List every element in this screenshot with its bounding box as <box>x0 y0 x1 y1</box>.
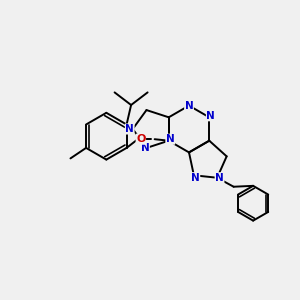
Text: N: N <box>125 124 134 134</box>
Text: N: N <box>141 143 149 153</box>
Text: N: N <box>191 173 200 183</box>
Text: N: N <box>206 111 215 121</box>
Text: N: N <box>166 134 175 144</box>
Text: O: O <box>136 134 146 144</box>
Text: N: N <box>215 173 224 183</box>
Text: N: N <box>184 100 194 111</box>
